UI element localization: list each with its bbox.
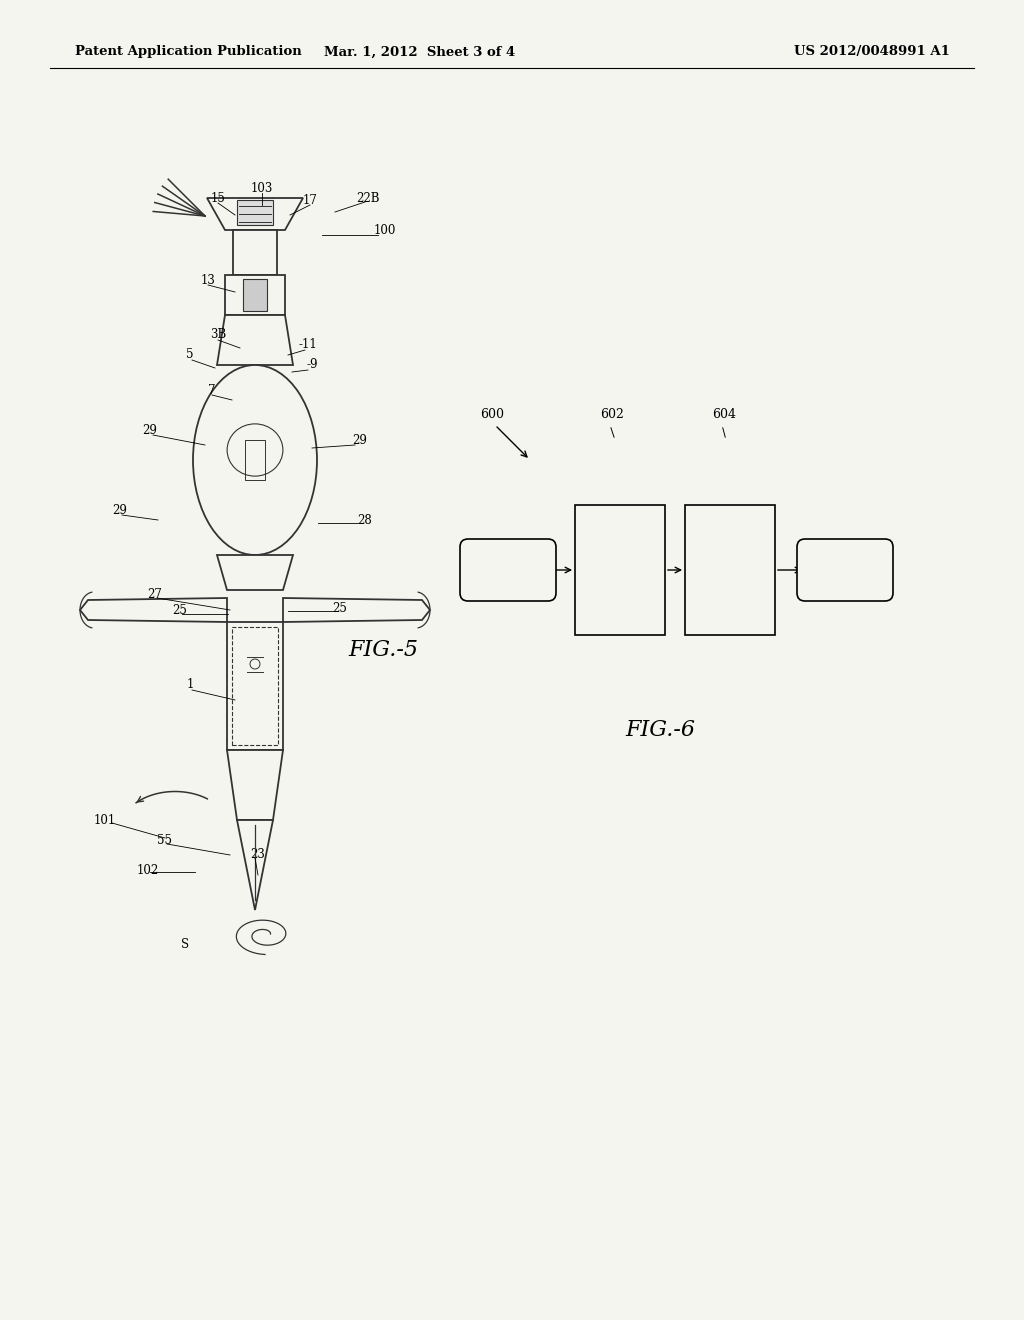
Text: 28: 28 [357, 513, 373, 527]
Polygon shape [685, 506, 775, 635]
Polygon shape [227, 622, 283, 750]
Text: 15: 15 [211, 191, 225, 205]
Text: 29: 29 [142, 424, 158, 437]
Text: 604: 604 [712, 408, 736, 421]
Ellipse shape [193, 366, 317, 554]
Text: 102: 102 [137, 863, 159, 876]
Text: 17: 17 [302, 194, 317, 206]
Text: 55: 55 [158, 833, 172, 846]
Polygon shape [233, 230, 278, 275]
Text: 25: 25 [333, 602, 347, 615]
Polygon shape [217, 315, 293, 366]
Polygon shape [237, 201, 273, 224]
Text: Storing a gas in a chamber
attached to a projectile: Storing a gas in a chamber attached to a… [610, 512, 630, 628]
Text: 29: 29 [352, 433, 368, 446]
Text: Mar. 1, 2012  Sheet 3 of 4: Mar. 1, 2012 Sheet 3 of 4 [325, 45, 516, 58]
Text: 27: 27 [147, 589, 163, 602]
Polygon shape [575, 506, 665, 635]
Text: 5: 5 [186, 348, 194, 362]
FancyBboxPatch shape [460, 539, 556, 601]
Text: 600: 600 [480, 408, 504, 421]
Text: 1: 1 [186, 678, 194, 692]
Text: FIG.-5: FIG.-5 [348, 639, 418, 661]
Text: 602: 602 [600, 408, 624, 421]
Text: 100: 100 [374, 223, 396, 236]
Text: 3B: 3B [210, 329, 226, 342]
Text: 103: 103 [251, 181, 273, 194]
Text: FIG.-6: FIG.-6 [625, 719, 695, 741]
FancyBboxPatch shape [797, 539, 893, 601]
Text: -11: -11 [299, 338, 317, 351]
Polygon shape [80, 598, 227, 622]
Polygon shape [217, 554, 293, 590]
Text: US 2012/0048991 A1: US 2012/0048991 A1 [795, 45, 950, 58]
Text: Releasing bursts of gas
out of the chamber: Releasing bursts of gas out of the chamb… [720, 519, 739, 620]
Text: END: END [831, 565, 858, 574]
Text: 25: 25 [173, 603, 187, 616]
Text: 13: 13 [201, 273, 215, 286]
Polygon shape [225, 275, 285, 315]
Text: 22B: 22B [356, 191, 380, 205]
Polygon shape [237, 820, 273, 909]
Text: -9: -9 [306, 359, 317, 371]
Polygon shape [227, 750, 283, 820]
Text: 29: 29 [113, 503, 127, 516]
Text: Patent Application Publication: Patent Application Publication [75, 45, 302, 58]
Polygon shape [243, 279, 267, 312]
Text: 101: 101 [94, 813, 116, 826]
Polygon shape [283, 598, 430, 622]
Text: 23: 23 [251, 849, 265, 862]
Text: S: S [181, 939, 189, 952]
Text: 7: 7 [208, 384, 216, 396]
Polygon shape [207, 198, 303, 230]
Text: START: START [488, 565, 527, 574]
